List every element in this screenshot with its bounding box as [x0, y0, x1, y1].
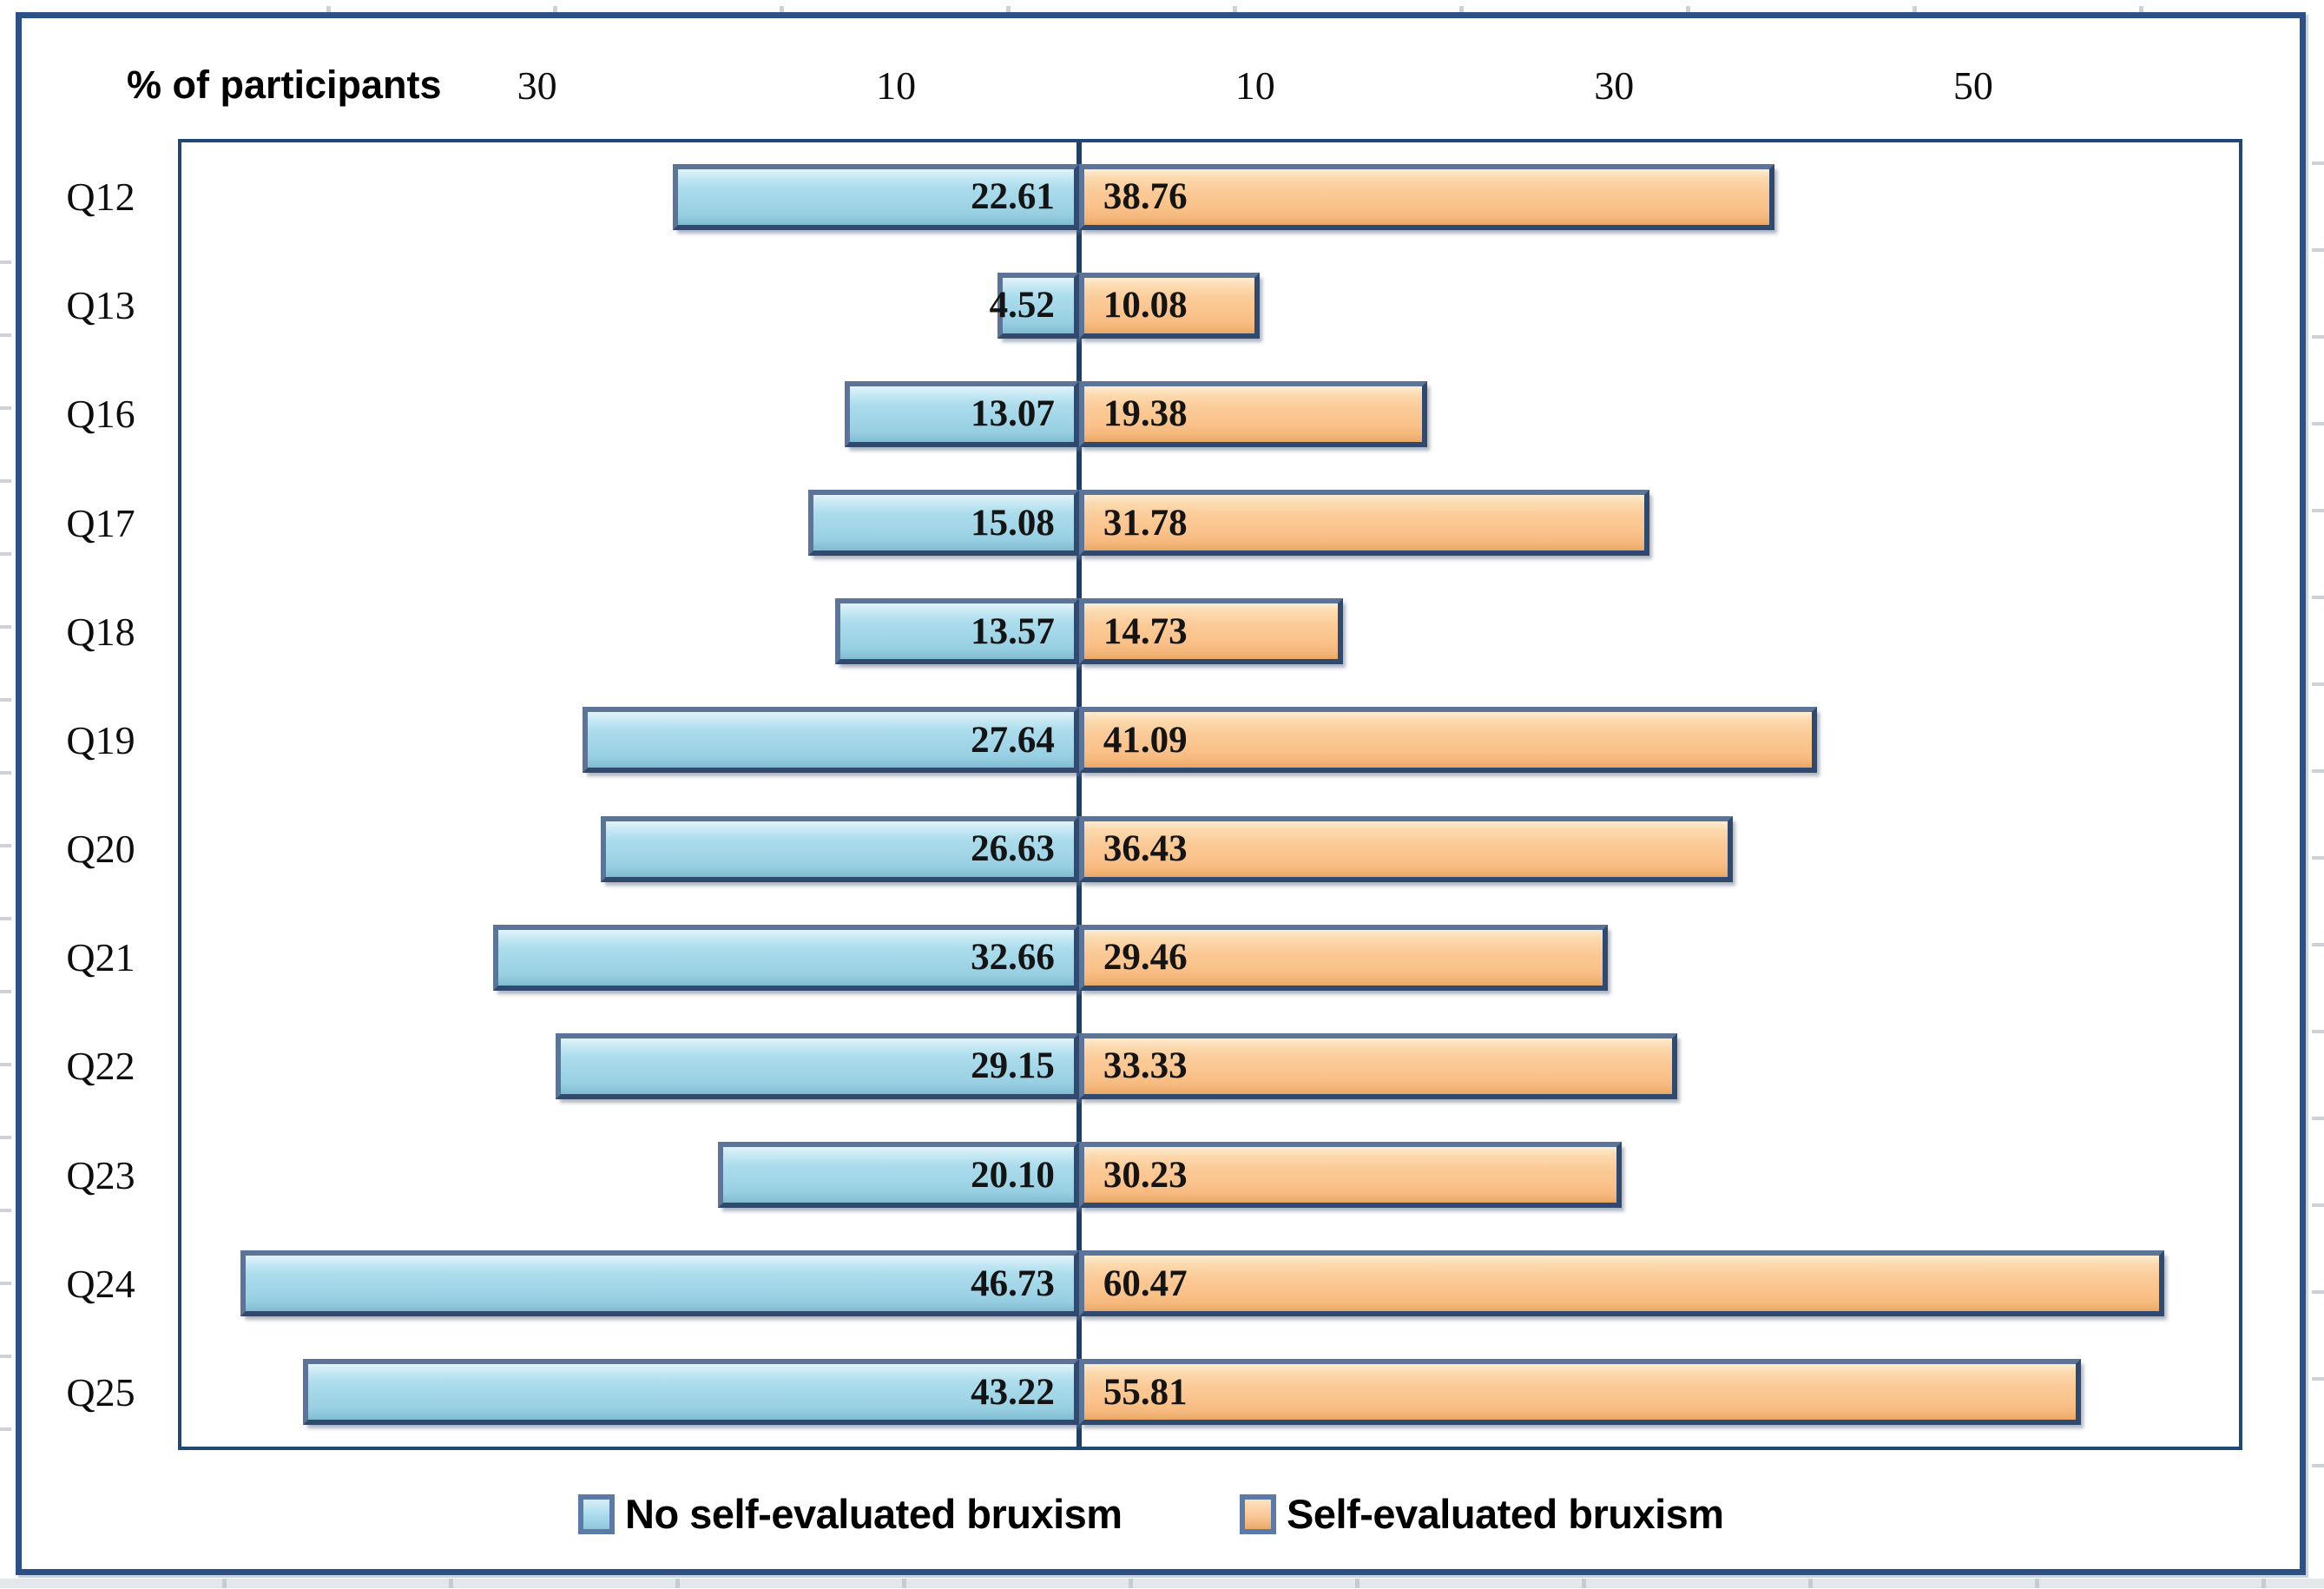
bar-self-evaluated-bruxism [1078, 490, 1650, 557]
bar-self-evaluated-bruxism [1078, 1142, 1622, 1209]
category-label: Q20 [66, 827, 135, 871]
bar-self-evaluated-bruxism [1078, 1032, 1678, 1099]
value-label-self-evaluated-bruxism: 29.46 [1103, 937, 1188, 979]
legend-item: Self-evaluated bruxism [1240, 1490, 1724, 1538]
value-label-no-self-evaluated-bruxism: 46.73 [971, 1263, 1055, 1304]
worksheet-gridline-band-bottom [0, 1579, 2324, 1588]
bar-self-evaluated-bruxism [1078, 598, 1344, 665]
value-label-no-self-evaluated-bruxism: 32.66 [971, 937, 1055, 979]
value-label-self-evaluated-bruxism: 31.78 [1103, 502, 1188, 544]
worksheet-gridline-stubs-right [2312, 78, 2324, 1537]
bar-self-evaluated-bruxism [1078, 1359, 2081, 1426]
chart-row: Q22 29.15 33.33 [66, 1012, 2239, 1120]
category-label: Q17 [66, 500, 135, 545]
category-label: Q21 [66, 935, 135, 980]
category-label: Q23 [66, 1152, 135, 1197]
bar-self-evaluated-bruxism [1078, 707, 1817, 774]
value-label-self-evaluated-bruxism: 55.81 [1103, 1371, 1188, 1413]
bar-no-self-evaluated-bruxism [808, 490, 1079, 557]
value-label-no-self-evaluated-bruxism: 22.61 [971, 176, 1055, 217]
axis-tick-label: 10 [876, 63, 917, 108]
value-label-no-self-evaluated-bruxism: 43.22 [971, 1371, 1055, 1413]
axis-tick-label: 50 [1952, 63, 1993, 108]
category-label: Q25 [66, 1369, 135, 1414]
bar-no-self-evaluated-bruxism [835, 598, 1079, 665]
value-label-self-evaluated-bruxism: 10.08 [1103, 285, 1188, 326]
bar-no-self-evaluated-bruxism [718, 1142, 1079, 1209]
category-label: Q13 [66, 283, 135, 328]
legend-item: No self-evaluated bruxism [578, 1490, 1122, 1538]
value-label-self-evaluated-bruxism: 14.73 [1103, 610, 1188, 652]
category-label: Q12 [66, 175, 135, 219]
legend-label: No self-evaluated bruxism [625, 1491, 1122, 1537]
value-label-self-evaluated-bruxism: 60.47 [1103, 1263, 1188, 1304]
chart-row: Q17 15.08 31.78 [66, 469, 2239, 577]
chart-row: Q19 27.64 41.09 [66, 686, 2239, 794]
value-label-no-self-evaluated-bruxism: 15.08 [971, 502, 1055, 544]
value-label-no-self-evaluated-bruxism: 4.52 [989, 285, 1055, 326]
chart-row: Q24 46.73 60.47 [66, 1230, 2239, 1338]
bar-no-self-evaluated-bruxism [844, 380, 1079, 447]
value-label-self-evaluated-bruxism: 36.43 [1103, 828, 1188, 869]
value-label-self-evaluated-bruxism: 33.33 [1103, 1045, 1188, 1087]
legend-swatch-icon [578, 1493, 615, 1534]
bar-no-self-evaluated-bruxism [601, 815, 1079, 882]
bar-self-evaluated-bruxism [1078, 924, 1609, 991]
bar-self-evaluated-bruxism [1078, 163, 1775, 230]
legend-swatch-icon [1240, 1493, 1276, 1534]
chart-row: Q18 13.57 14.73 [66, 577, 2239, 686]
axis-title: % of participants [127, 63, 442, 107]
chart-row: Q13 4.52 10.08 [66, 251, 2239, 359]
bar-self-evaluated-bruxism [1078, 1250, 2165, 1317]
center-axis-line [1076, 142, 1082, 1447]
plot-area: Q12 22.61 38.76 Q13 4.52 10.08 Q16 13.07 19.38 Q1… [66, 139, 2242, 1450]
category-label: Q19 [66, 717, 135, 762]
worksheet-gridline-stubs-top [104, 6, 2205, 15]
category-label: Q18 [66, 609, 135, 654]
value-label-self-evaluated-bruxism: 19.38 [1103, 393, 1188, 435]
bar-no-self-evaluated-bruxism [556, 1032, 1079, 1099]
chart-row: Q25 43.22 55.81 [66, 1338, 2239, 1447]
chart-row: Q23 20.10 30.23 [66, 1121, 2239, 1230]
value-label-no-self-evaluated-bruxism: 20.10 [971, 1154, 1055, 1196]
bar-self-evaluated-bruxism [1078, 380, 1427, 447]
chart-row: Q21 32.66 29.46 [66, 903, 2239, 1012]
bar-no-self-evaluated-bruxism [997, 272, 1079, 339]
category-label: Q24 [66, 1261, 135, 1306]
value-label-self-evaluated-bruxism: 41.09 [1103, 719, 1188, 761]
axis-tick-label: 30 [517, 63, 557, 108]
value-label-no-self-evaluated-bruxism: 13.07 [971, 393, 1055, 435]
bar-no-self-evaluated-bruxism [492, 924, 1079, 991]
bar-self-evaluated-bruxism [1078, 815, 1734, 882]
bar-self-evaluated-bruxism [1078, 272, 1261, 339]
axis-tick-label: 30 [1594, 63, 1635, 108]
axis-tick-label: 10 [1234, 63, 1275, 108]
bar-no-self-evaluated-bruxism [240, 1250, 1079, 1317]
category-label: Q16 [66, 392, 135, 437]
category-label: Q22 [66, 1044, 135, 1089]
value-label-no-self-evaluated-bruxism: 26.63 [971, 828, 1055, 869]
chart-row: Q20 26.63 36.43 [66, 794, 2239, 903]
value-label-no-self-evaluated-bruxism: 27.64 [971, 719, 1055, 761]
bar-no-self-evaluated-bruxism [303, 1359, 1079, 1426]
worksheet-gridline-stubs-left [0, 191, 11, 1493]
chart-row: Q12 22.61 38.76 [66, 142, 2239, 251]
legend-label: Self-evaluated bruxism [1287, 1491, 1724, 1537]
bar-no-self-evaluated-bruxism [583, 707, 1079, 774]
bar-no-self-evaluated-bruxism [673, 163, 1079, 230]
chart-row: Q16 13.07 19.38 [66, 359, 2239, 468]
value-label-self-evaluated-bruxism: 38.76 [1103, 176, 1188, 217]
value-label-no-self-evaluated-bruxism: 13.57 [971, 610, 1055, 652]
value-label-self-evaluated-bruxism: 30.23 [1103, 1154, 1188, 1196]
value-label-no-self-evaluated-bruxism: 29.15 [971, 1045, 1055, 1087]
